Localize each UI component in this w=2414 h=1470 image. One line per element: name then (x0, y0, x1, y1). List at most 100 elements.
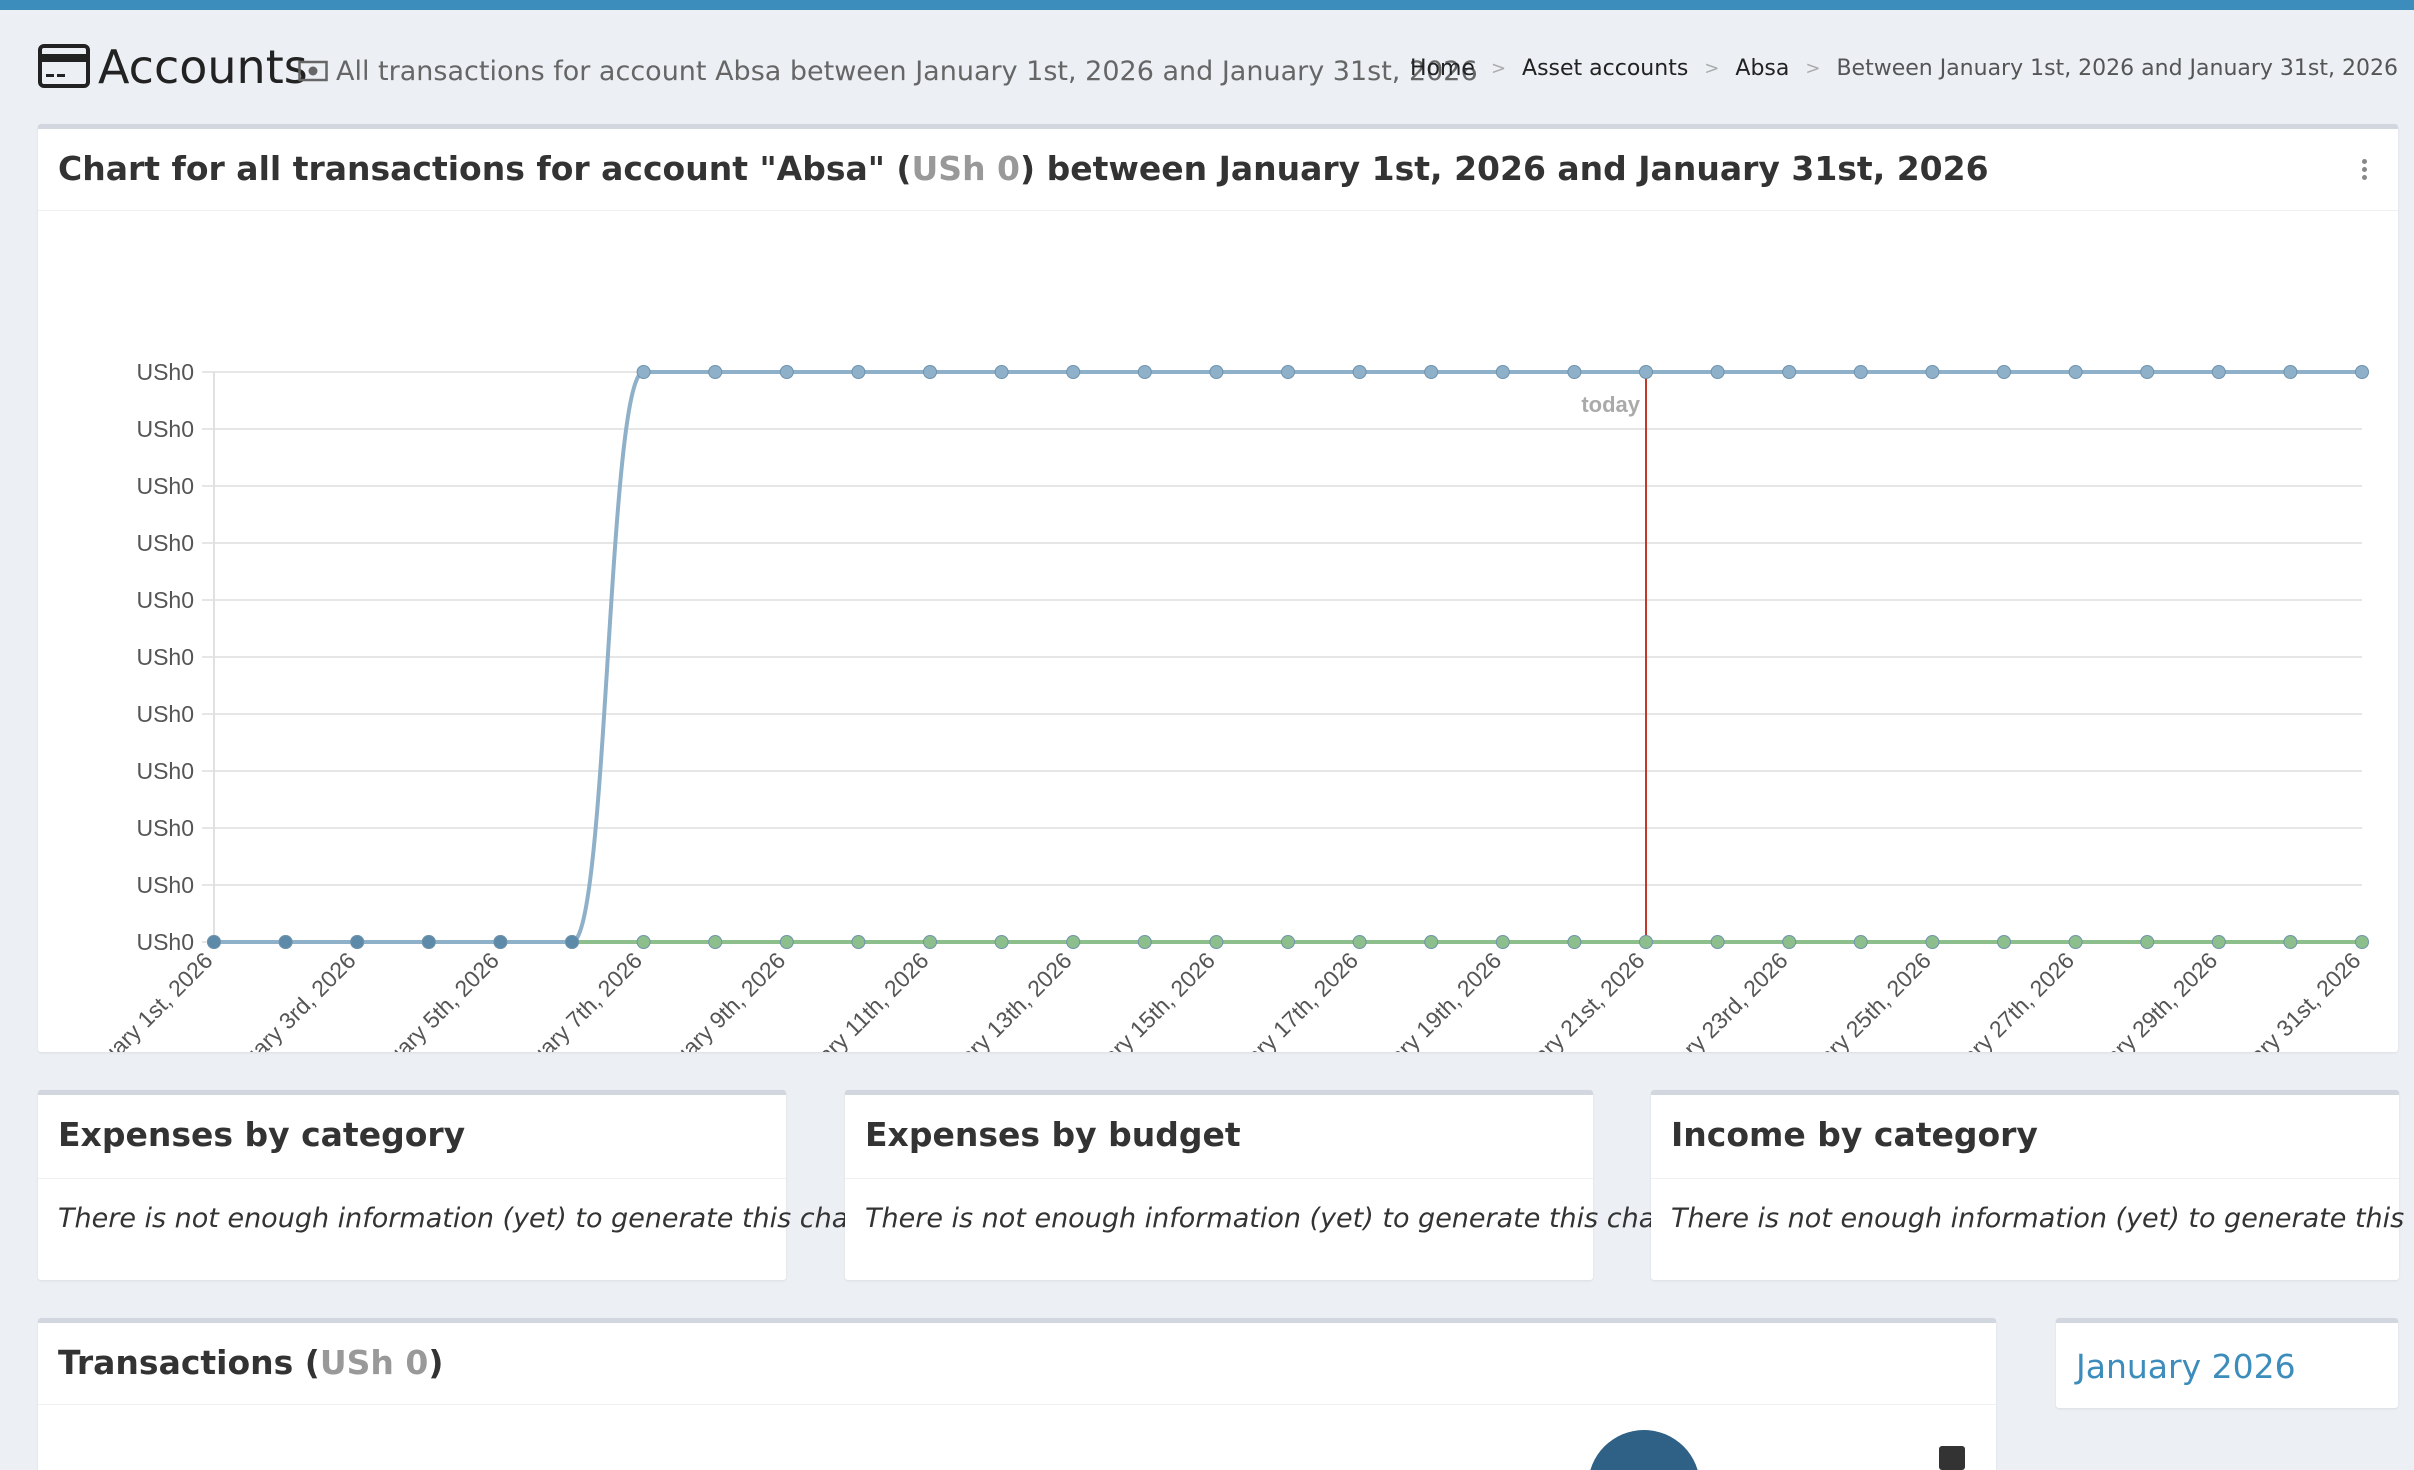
series-point-0 (565, 935, 579, 949)
income-by-category-message: There is not enough information (yet) to… (1671, 1203, 2414, 1234)
series-point-0 (207, 935, 221, 949)
series-point-1 (2211, 935, 2226, 949)
series-point-1 (1281, 935, 1295, 949)
y-tick-label: USh0 (136, 872, 194, 898)
series-point-1 (1782, 935, 1797, 949)
x-tick-label: January 21st, 2026 (1493, 947, 1650, 1052)
breadcrumb-account[interactable]: Absa (1735, 56, 1790, 81)
y-tick-label: USh0 (136, 644, 194, 670)
x-tick-label: January 23rd, 2026 (1634, 947, 1793, 1052)
y-tick-label: USh0 (136, 473, 194, 499)
transactions-amount: USh 0 (319, 1343, 429, 1382)
credit-card-icon (38, 44, 90, 88)
x-tick-label: January 9th, 2026 (642, 947, 791, 1052)
top-navbar (0, 0, 2414, 10)
expenses-by-budget-title: Expenses by budget (865, 1115, 1241, 1154)
series-point-1 (2140, 935, 2155, 949)
y-tick-label: USh0 (136, 701, 194, 727)
breadcrumb-asset-accounts[interactable]: Asset accounts (1522, 56, 1689, 81)
x-tick-label: January 11th, 2026 (777, 947, 933, 1052)
series-point-0 (1424, 365, 1439, 379)
series-point-1 (1066, 935, 1081, 949)
transactions-box: Transactions (USh 0) (38, 1318, 1996, 1470)
series-point-0 (278, 935, 293, 949)
x-tick-label: January 1st, 2026 (70, 947, 218, 1052)
series-point-0 (493, 935, 508, 949)
series-point-0 (1495, 365, 1510, 379)
series-point-1 (779, 935, 794, 949)
series-point-1 (1997, 935, 2011, 949)
series-point-1 (1639, 935, 1653, 949)
today-marker-label: today (1581, 392, 1640, 417)
chart-title: Chart for all transactions for account "… (58, 149, 1989, 188)
series-point-1 (1352, 935, 1367, 949)
income-by-category-title: Income by category (1671, 1115, 2038, 1154)
period-box: January 2026 (2056, 1318, 2398, 1408)
series-point-1 (851, 935, 866, 949)
breadcrumb: Home > Asset accounts > Absa > Between J… (1410, 56, 2398, 81)
breadcrumb-separator: > (1805, 58, 1821, 79)
y-tick-label: USh0 (136, 587, 194, 613)
series-point-0 (1066, 365, 1081, 379)
transactions-title: Transactions (USh 0) (58, 1343, 444, 1382)
series-point-0 (2211, 365, 2226, 379)
series-point-0 (2140, 365, 2155, 379)
series-line-0 (214, 370, 2362, 944)
series-point-0 (2355, 365, 2369, 379)
series-point-0 (1782, 365, 1797, 379)
account-chart-box: Chart for all transactions for account "… (38, 124, 2398, 1052)
series-point-0 (1997, 365, 2011, 379)
period-link-january-2026[interactable]: January 2026 (2076, 1347, 2296, 1386)
x-tick-label: January 17th, 2026 (1205, 947, 1363, 1052)
expenses-by-category-message: There is not enough information (yet) to… (58, 1203, 879, 1234)
chart-title-prefix: Chart for all transactions for account "… (58, 149, 912, 188)
series-point-0 (1567, 365, 1582, 379)
series-point-0 (708, 365, 723, 379)
x-tick-label: January 15th, 2026 (1062, 947, 1220, 1052)
series-point-0 (636, 365, 651, 379)
series-point-0 (923, 365, 937, 379)
vertical-ellipsis-icon[interactable] (2360, 159, 2368, 183)
x-tick-label: January 31st, 2026 (2209, 947, 2366, 1052)
series-point-1 (2355, 935, 2369, 949)
y-tick-label: USh0 (136, 815, 194, 841)
page-subtitle: All transactions for account Absa betwee… (336, 56, 1478, 87)
expenses-by-budget-message: There is not enough information (yet) to… (865, 1203, 1686, 1234)
x-tick-label: January 27th, 2026 (1921, 947, 2079, 1052)
y-tick-label: USh0 (136, 359, 194, 385)
x-tick-label: January 13th, 2026 (919, 947, 1077, 1052)
x-tick-label: January 19th, 2026 (1349, 947, 1507, 1052)
income-by-category-box: Income by category There is not enough i… (1651, 1090, 2414, 1280)
chart-box-header: Chart for all transactions for account "… (38, 129, 2398, 211)
y-tick-label: USh0 (136, 416, 194, 442)
x-tick-label: January 3rd, 2026 (211, 947, 360, 1052)
series-point-0 (1925, 365, 1940, 379)
x-tick-label: January 25th, 2026 (1778, 947, 1936, 1052)
series-point-1 (1209, 935, 1224, 949)
series-point-0 (851, 365, 866, 379)
content-header: Accounts All transactions for account Ab… (38, 36, 2398, 106)
chart-title-suffix: ) between January 1st, 2026 and January … (1020, 149, 1989, 188)
x-tick-label: January 5th, 2026 (355, 947, 504, 1052)
series-point-1 (1567, 935, 1582, 949)
series-point-1 (1710, 935, 1725, 949)
series-point-0 (994, 365, 1009, 379)
series-point-0 (2283, 365, 2298, 379)
series-point-1 (1925, 935, 1940, 949)
checkbox-icon[interactable] (1939, 1446, 1965, 1470)
series-point-1 (1495, 935, 1510, 949)
series-point-0 (350, 935, 365, 949)
series-point-0 (1853, 365, 1868, 379)
series-point-1 (708, 935, 723, 949)
y-tick-label: USh0 (136, 929, 194, 955)
expenses-by-category-box: Expenses by category There is not enough… (38, 1090, 879, 1280)
breadcrumb-separator: > (1490, 58, 1507, 79)
series-point-1 (2283, 935, 2298, 949)
breadcrumb-separator: > (1704, 58, 1720, 79)
series-point-1 (923, 935, 937, 949)
series-point-1 (2068, 935, 2083, 949)
breadcrumb-home[interactable]: Home (1409, 56, 1475, 81)
series-point-0 (2068, 365, 2083, 379)
series-point-0 (1639, 365, 1653, 379)
x-tick-label: January 7th, 2026 (499, 947, 648, 1052)
